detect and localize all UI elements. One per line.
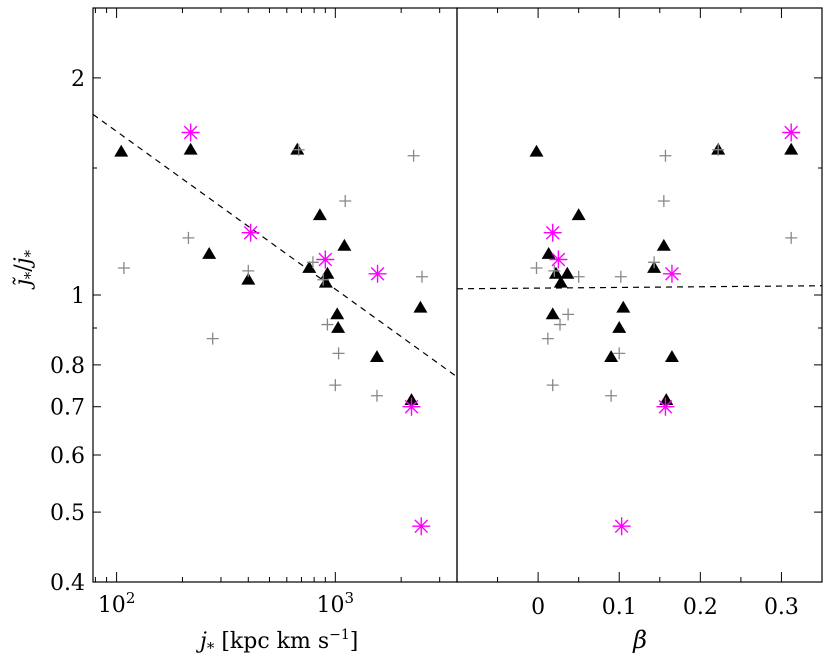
x-tick-label-right: 0.1 — [602, 595, 637, 620]
left-panel-frame — [92, 7, 458, 583]
triangle-point — [330, 307, 345, 320]
cross-point — [659, 149, 672, 162]
asterisk-point — [549, 250, 568, 269]
cross-point — [613, 347, 626, 360]
triangle-point — [202, 246, 217, 259]
triangle-point — [318, 275, 333, 288]
x-tick-label-right: 0 — [531, 595, 545, 620]
triangle-point — [302, 261, 317, 273]
triangle-point — [369, 350, 384, 363]
cross-point — [306, 256, 319, 269]
triangle-point — [241, 272, 256, 285]
triangle-point — [183, 142, 198, 155]
cross-point — [605, 389, 618, 402]
cross-point — [614, 270, 627, 283]
cross-point — [415, 270, 428, 283]
left-panel: 102 103 — [92, 7, 458, 618]
asterisk-point — [241, 223, 260, 242]
x-tick-label-left: 103 — [317, 589, 355, 618]
cross-point — [548, 264, 561, 277]
asterisk-point — [316, 250, 335, 269]
cross-point — [321, 318, 334, 331]
fit-line-left — [92, 113, 458, 378]
cross-point — [407, 149, 420, 162]
y-tick-label: 0.5 — [50, 501, 85, 526]
cross-point — [648, 256, 661, 269]
triangle-point — [413, 300, 428, 313]
cross-point — [370, 389, 383, 402]
cross-point — [339, 195, 352, 208]
cross-point — [530, 262, 543, 275]
cross-point — [332, 347, 345, 360]
y-axis-label: j̃*/j* — [11, 249, 39, 290]
cross-point — [546, 379, 559, 392]
triangle-point — [312, 208, 327, 221]
triangle-point — [331, 321, 346, 333]
triangle-point — [604, 350, 619, 363]
triangle-point — [541, 246, 556, 259]
triangle-point — [560, 266, 575, 279]
right-panel: 0 0.1 0.2 0.3 — [456, 7, 823, 620]
y-tick-label: 0.7 — [50, 396, 85, 421]
cross-point — [712, 143, 725, 156]
triangle-point — [337, 238, 352, 251]
triangle-point — [664, 350, 679, 363]
asterisk-point — [181, 123, 200, 142]
triangle-point — [529, 144, 544, 157]
triangle-point — [656, 238, 671, 251]
cross-point — [317, 273, 330, 286]
y-tick-label: 0.4 — [50, 571, 85, 596]
cross-point — [554, 318, 567, 331]
triangle-point — [114, 144, 129, 157]
cross-point — [206, 332, 219, 345]
triangle-point — [616, 300, 631, 313]
cross-point — [541, 332, 554, 345]
triangle-point — [548, 266, 563, 279]
x-axis-label-right: β — [632, 626, 647, 654]
cross-point — [329, 379, 342, 392]
triangle-point — [612, 321, 627, 333]
cross-point — [562, 308, 575, 321]
asterisk-point — [662, 264, 681, 283]
cross-point — [657, 195, 670, 208]
y-tick-label: 1 — [71, 284, 85, 309]
x-tick-label-right: 0.2 — [683, 595, 718, 620]
asterisk-point — [543, 223, 562, 242]
x-tick-label-left: 102 — [98, 589, 136, 618]
cross-point — [292, 143, 305, 156]
triangle-point — [320, 266, 335, 279]
cross-point — [182, 231, 195, 244]
asterisk-point — [412, 517, 431, 536]
asterisk-point — [402, 397, 421, 416]
cross-point — [117, 262, 130, 275]
y-axis: 0.4 0.5 0.6 0.7 0.8 1 2 — [50, 67, 822, 596]
triangle-point — [545, 307, 560, 320]
cross-point — [242, 264, 255, 277]
triangle-point — [784, 142, 799, 155]
triangle-point — [553, 275, 568, 288]
x-axis-label-left: j* [kpc km s−1] — [195, 627, 358, 657]
triangle-point — [571, 208, 586, 221]
cross-point — [785, 231, 798, 244]
asterisk-point — [782, 123, 801, 142]
triangle-point — [290, 142, 305, 155]
x-tick-label-right: 0.3 — [764, 595, 799, 620]
asterisk-point — [656, 397, 675, 416]
y-tick-label: 0.6 — [50, 444, 85, 469]
right-panel-frame — [456, 7, 823, 583]
y-tick-label: 0.8 — [50, 354, 85, 379]
cross-point — [572, 270, 585, 283]
asterisk-point — [368, 264, 387, 283]
y-tick-label: 2 — [71, 67, 85, 92]
fit-line-right — [456, 285, 823, 290]
asterisk-point — [612, 517, 631, 536]
